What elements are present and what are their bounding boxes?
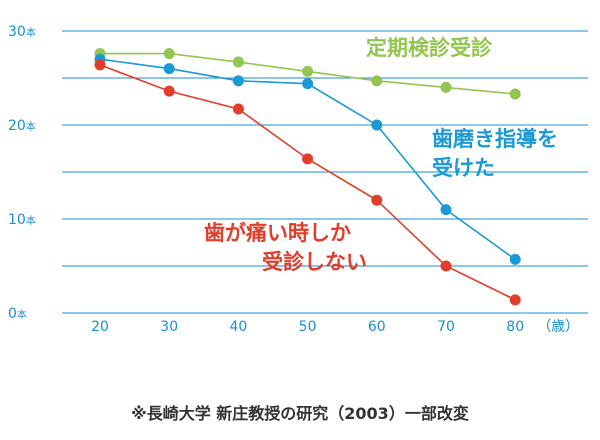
data-point (371, 194, 383, 206)
data-point (371, 119, 383, 131)
data-point (509, 294, 521, 306)
data-point (302, 65, 314, 77)
data-point (302, 153, 314, 165)
series-group (94, 48, 521, 306)
series-label: 歯が痛い時しか (204, 221, 351, 245)
y-tick-label: 10本 (8, 212, 36, 228)
y-tick-unit: 本 (26, 120, 36, 133)
x-tick-label: 20 (91, 319, 109, 335)
x-tick-label: 40 (229, 319, 247, 335)
series-label: 歯磨き指導を (432, 127, 558, 151)
y-tick-label: 20本 (8, 118, 36, 134)
data-point (371, 75, 383, 87)
x-tick-label: 70 (437, 319, 455, 335)
series-label: 受診しない (262, 250, 367, 274)
x-tick-label: 30 (160, 319, 178, 335)
data-point (232, 75, 244, 87)
data-point (163, 48, 175, 60)
x-tick-label: 50 (299, 319, 317, 335)
data-point (509, 88, 521, 100)
gridlines (62, 30, 588, 314)
x-unit-label: （歳） (537, 319, 579, 335)
data-point (440, 260, 452, 272)
x-axis: 20 30 40 50 60 70 80 （歳） (91, 319, 579, 335)
series-label: 定期検診受診 (366, 36, 493, 60)
source-note: ※長崎大学 新庄教授の研究（2003）一部改変 (131, 404, 469, 423)
data-point (232, 56, 244, 68)
x-tick-label: 80 (506, 319, 524, 335)
y-tick-label: 0本 (8, 306, 27, 322)
data-point (94, 59, 106, 71)
series-label: 受けた (432, 156, 495, 180)
data-point (302, 78, 314, 90)
data-point (440, 81, 452, 93)
data-point (163, 85, 175, 97)
y-axis: 0本 10本 20本 30本 (8, 24, 36, 322)
y-tick-unit: 本 (26, 214, 36, 227)
data-point (163, 63, 175, 75)
data-point (509, 253, 521, 265)
y-tick-unit: 本 (17, 308, 27, 321)
y-tick-label: 30本 (8, 24, 36, 40)
data-point (440, 204, 452, 216)
data-point (232, 103, 244, 115)
x-tick-label: 60 (368, 319, 386, 335)
y-tick-unit: 本 (26, 26, 36, 39)
